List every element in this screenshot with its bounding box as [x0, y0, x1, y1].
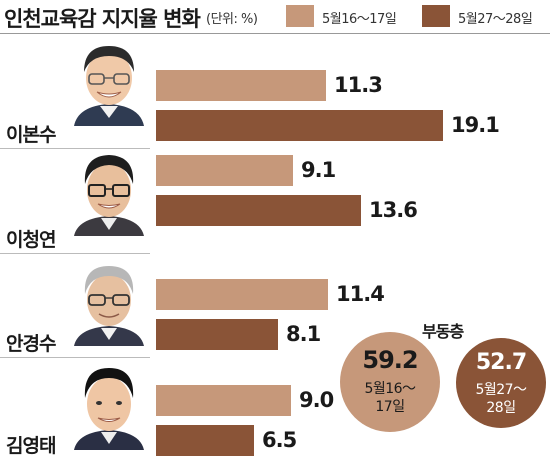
- undecided-date-period1-line2: 17일: [340, 398, 440, 416]
- candidate-portrait-3: [72, 258, 146, 346]
- candidate-separator: [0, 253, 150, 254]
- undecided-date-period1-line1: 5월16～: [340, 380, 440, 398]
- candidate-portrait-2: [72, 148, 146, 236]
- legend-swatch-period1: [286, 5, 314, 27]
- bar-value-4-period2: 6.5: [262, 425, 296, 456]
- bar-1-period2: [156, 110, 443, 141]
- bar-2-period1: [156, 155, 293, 186]
- candidate-name-3: 안경수: [6, 329, 55, 356]
- bar-value-3-period2: 8.1: [286, 319, 320, 350]
- unit-label: (단위: %): [206, 8, 257, 27]
- undecided-date-period2-line2: 28일: [456, 399, 546, 417]
- candidate-name-2: 이청연: [6, 225, 55, 252]
- bar-2-period2: [156, 195, 361, 226]
- candidate-portrait-1: [72, 38, 146, 126]
- bar-value-1-period1: 11.3: [334, 70, 382, 101]
- undecided-date-period2-line1: 5월27～: [456, 381, 546, 399]
- undecided-value-period2: 52.7: [456, 350, 546, 375]
- bar-value-4-period1: 9.0: [299, 385, 333, 416]
- bar-value-1-period2: 19.1: [451, 110, 499, 141]
- bar-value-3-period1: 11.4: [336, 279, 384, 310]
- bar-3-period2: [156, 319, 278, 350]
- undecided-circle-period1: 59.2 5월16～ 17일: [340, 332, 440, 432]
- candidate-portrait-4: [72, 362, 146, 450]
- candidate-name-1: 이본수: [6, 120, 55, 147]
- chart-title: 인천교육감 지지율 변화: [4, 3, 200, 33]
- legend-swatch-period2: [422, 5, 450, 27]
- bar-value-2-period1: 9.1: [301, 155, 335, 186]
- bar-3-period1: [156, 279, 328, 310]
- candidate-name-4: 김영태: [6, 431, 55, 458]
- header-divider: [0, 33, 550, 34]
- undecided-circle-period2: 52.7 5월27～ 28일: [456, 338, 546, 428]
- legend-label-period2: 5월27～28일: [458, 8, 532, 27]
- bar-1-period1: [156, 70, 326, 101]
- legend-label-period1: 5월16～17일: [322, 8, 396, 27]
- undecided-value-period1: 59.2: [340, 346, 440, 374]
- bar-4-period2: [156, 425, 254, 456]
- bar-4-period1: [156, 385, 291, 416]
- bar-value-2-period2: 13.6: [369, 195, 417, 226]
- undecided-title: 부동층: [422, 318, 463, 342]
- candidate-separator: [0, 357, 150, 358]
